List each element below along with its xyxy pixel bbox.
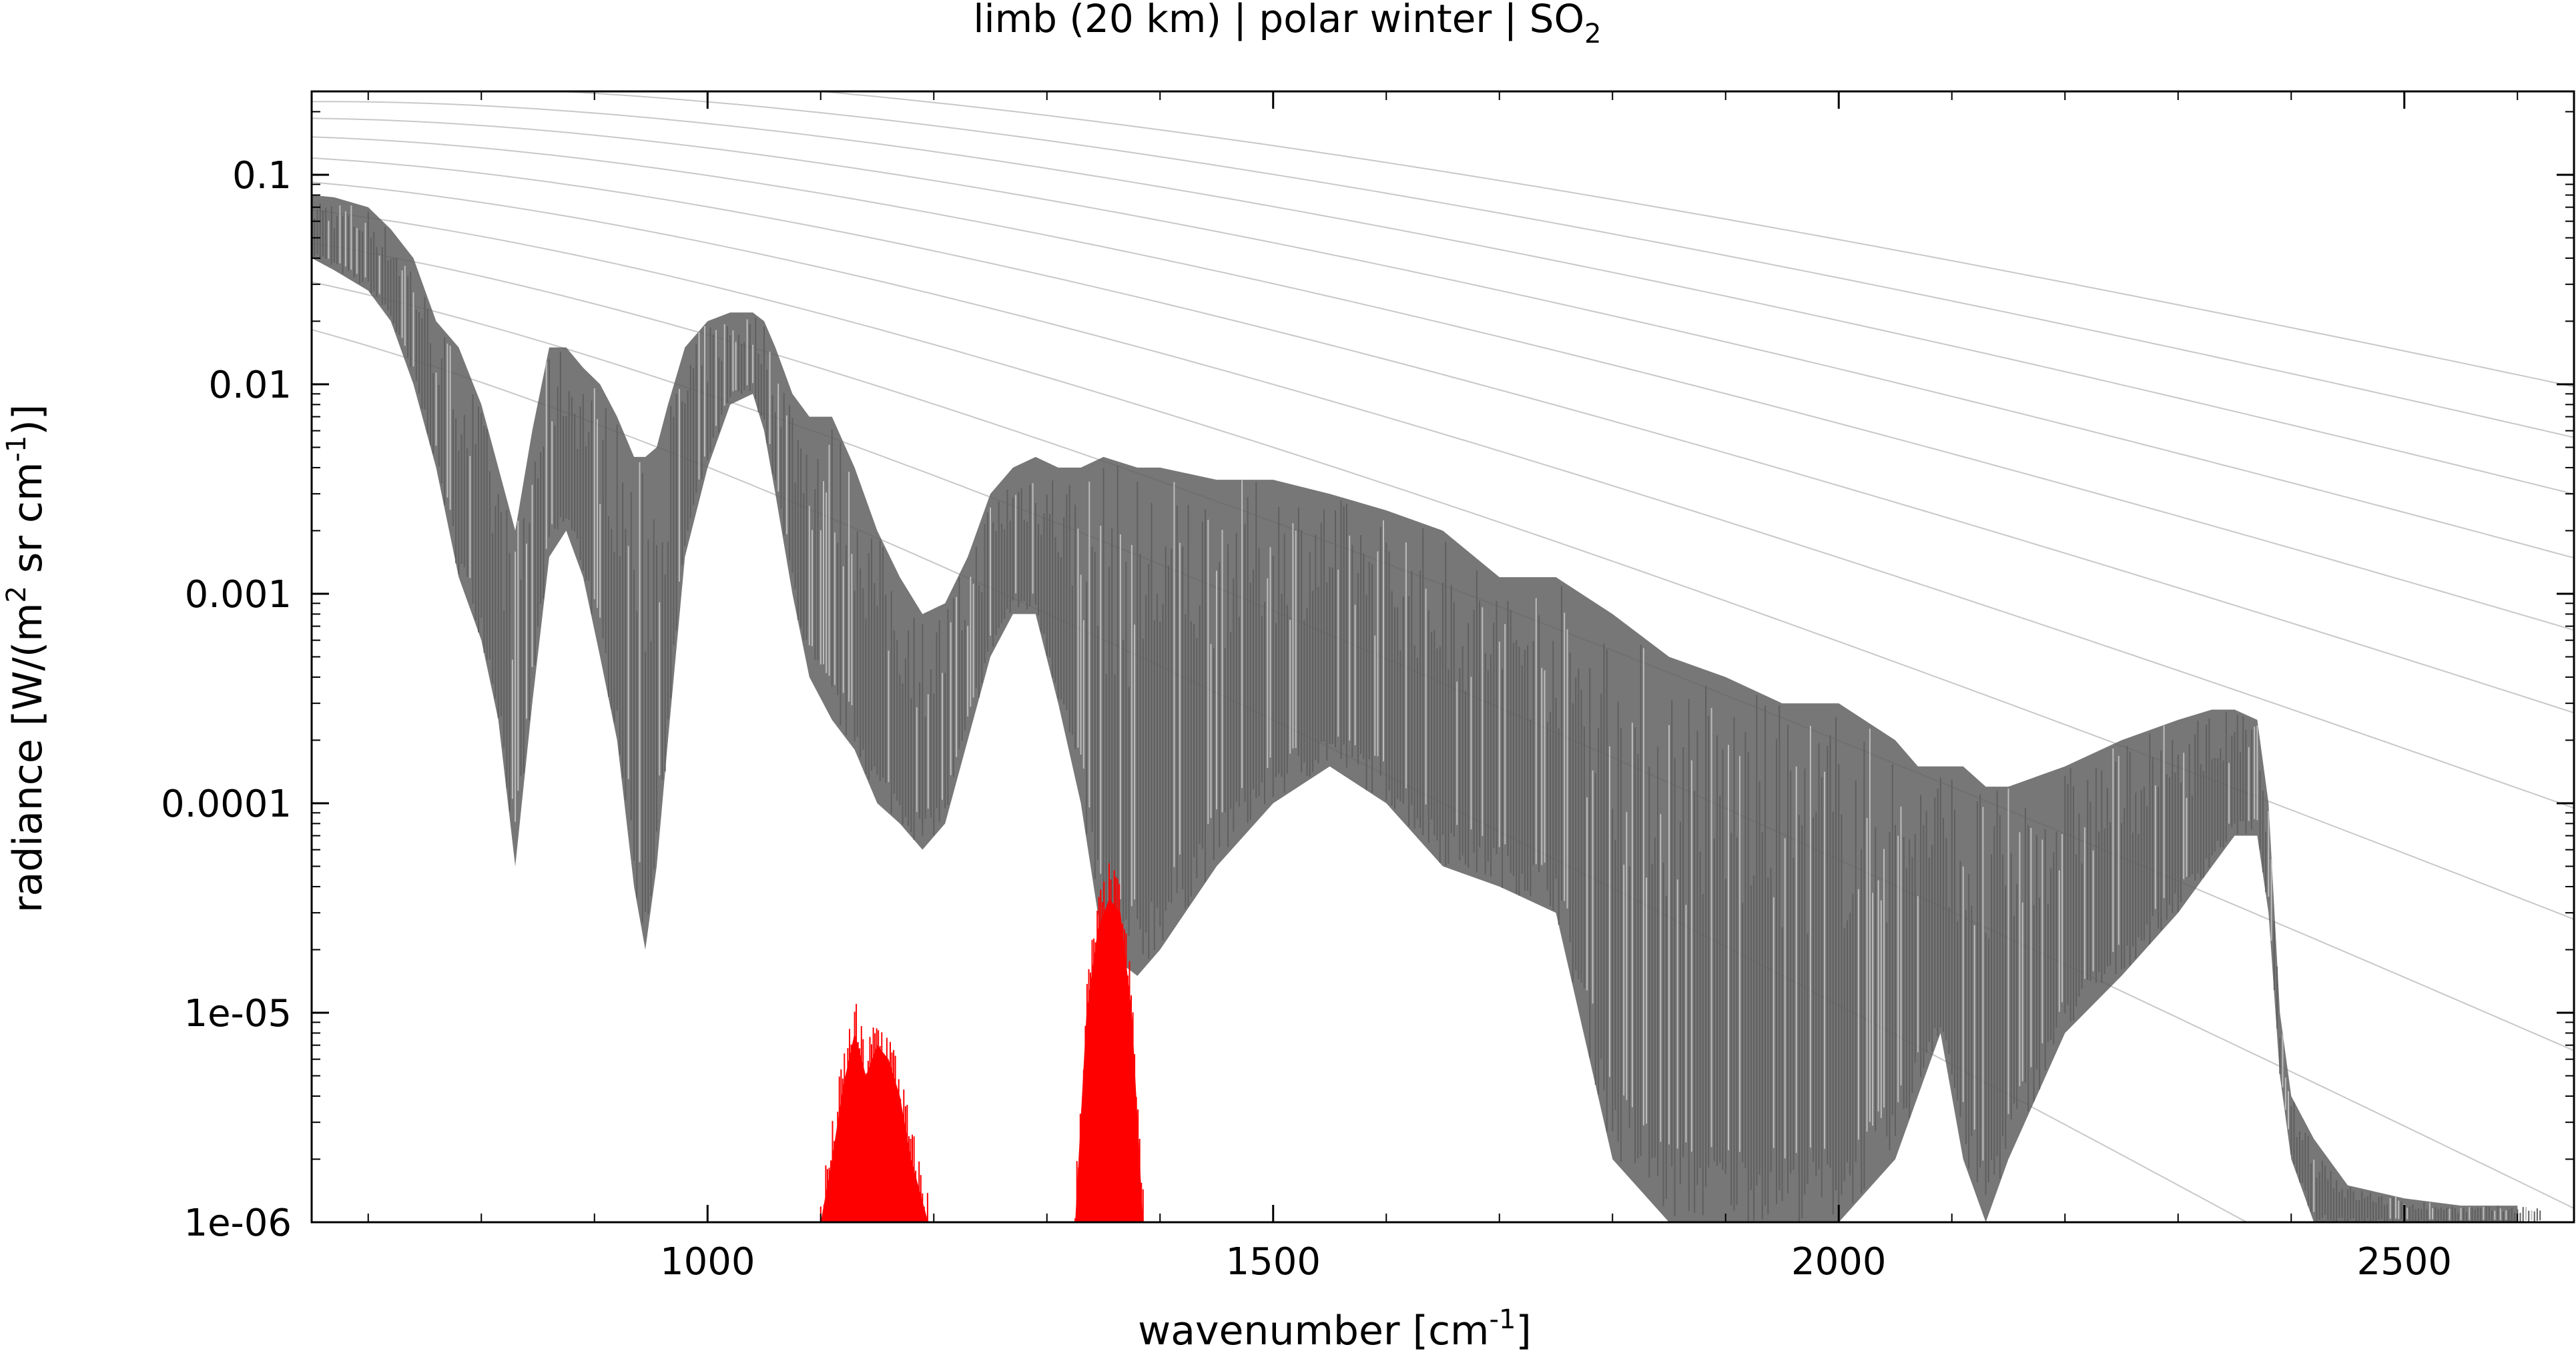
- ylabel-part1: radiance [W/(m: [5, 602, 51, 913]
- y-tick-label: 0.1: [232, 154, 292, 197]
- x-tick-label: 1500: [1225, 1240, 1321, 1284]
- y-tick-label: 1e-06: [184, 1202, 292, 1245]
- x-axis-title: wavenumber [cm-1]: [1138, 1304, 1532, 1354]
- so2-contribution: [820, 863, 1144, 1222]
- blackbody-curve: [312, 117, 2574, 559]
- chart-title: limb (20 km) | polar winter | SO2: [973, 0, 1601, 49]
- x-tick-label: 2000: [1791, 1240, 1887, 1284]
- y-tick-label: 0.0001: [161, 783, 292, 826]
- y-tick-label: 0.001: [185, 573, 292, 616]
- y-tick-label: 0.01: [208, 364, 292, 407]
- ylabel-part2: sr cm: [5, 462, 51, 586]
- blackbody-curve: [548, 91, 2574, 438]
- xlabel-suffix: ]: [1516, 1308, 1531, 1354]
- so2-lines-2: [1074, 863, 1144, 1222]
- ylabel-sup2: -1: [1, 436, 32, 462]
- blackbody-curve: [312, 181, 2574, 809]
- ylabel-sup1: 2: [1, 586, 32, 602]
- title-subscript: 2: [1584, 19, 1601, 49]
- spectral-lines-light: [328, 205, 2533, 1220]
- spectral-lines-dark: [312, 197, 2541, 1222]
- blackbody-curve: [312, 157, 2574, 714]
- xlabel-prefix: wavenumber [cm: [1138, 1308, 1489, 1354]
- ylabel-part3: )]: [5, 404, 51, 436]
- chart-title-text: limb (20 km) | polar winter | SO2: [973, 0, 1601, 49]
- blackbody-curve: [312, 136, 2574, 631]
- blackbody-curve: [312, 101, 2574, 495]
- y-axis-title: radiance [W/(m2 sr cm-1)]: [1, 404, 51, 913]
- title-prefix: limb (20 km) | polar winter | SO: [973, 0, 1584, 41]
- x-tick-label: 1000: [660, 1240, 755, 1284]
- spectral-lines: [312, 197, 2541, 1222]
- x-axis-ticks: 1000 1500 2000 2500: [367, 91, 2519, 1284]
- xlabel-superscript: -1: [1490, 1304, 1516, 1335]
- blackbody-curve: [814, 91, 2574, 388]
- y-tick-label: 1e-05: [184, 992, 292, 1035]
- x-tick-label: 2500: [2356, 1240, 2452, 1284]
- y-axis-ticks: 0.1 0.01 0.001 0.0001 1e-05 1e-06: [161, 111, 2574, 1245]
